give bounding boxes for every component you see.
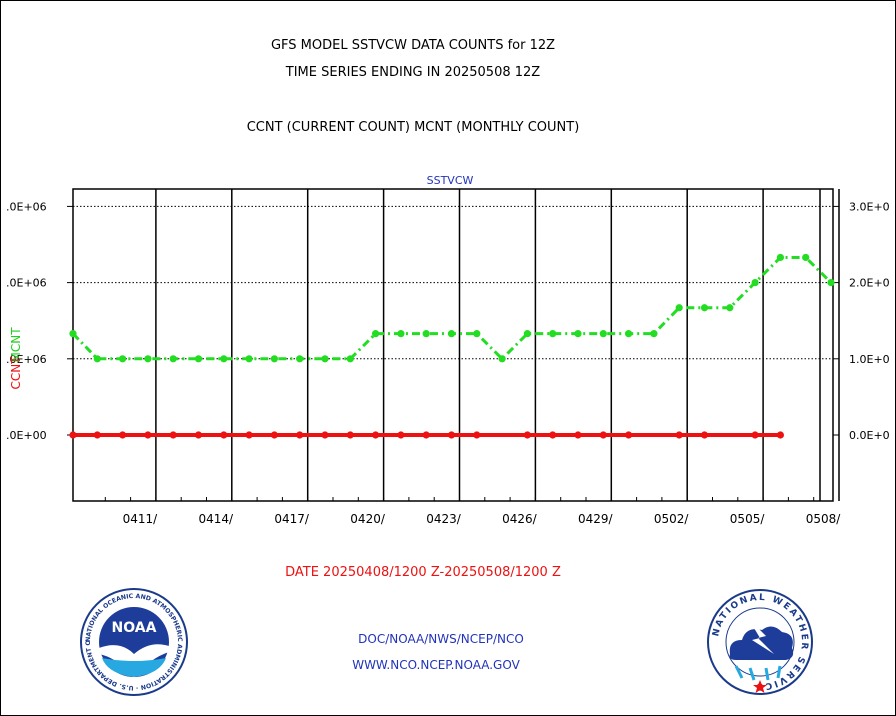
data-point-ccnt — [473, 431, 481, 439]
data-point-mcnt — [726, 304, 734, 312]
data-point-ccnt — [675, 431, 683, 439]
data-point-ccnt — [69, 431, 77, 439]
data-point-ccnt — [625, 431, 633, 439]
data-point-ccnt — [296, 431, 304, 439]
data-point-mcnt — [270, 355, 278, 363]
data-point-mcnt — [372, 330, 380, 338]
data-point-ccnt — [397, 431, 405, 439]
data-point-mcnt — [447, 330, 456, 338]
data-point-mcnt — [397, 330, 405, 338]
data-point-mcnt — [599, 330, 607, 338]
nws-logo: NATIONAL WEATHER SERVICE — [707, 589, 813, 695]
org-path-text: DOC/NOAA/NWS/NCEP/NCO — [358, 632, 524, 646]
x-tick-label: 0417/ — [274, 512, 310, 526]
data-point-ccnt — [169, 431, 177, 439]
data-point-mcnt — [802, 253, 810, 262]
data-point-mcnt — [169, 355, 177, 363]
x-tick-label: 0420/ — [350, 512, 386, 526]
noaa-logo: NATIONAL OCEANIC AND ATMOSPHERIC ADMINIS… — [80, 588, 188, 696]
data-point-ccnt — [194, 431, 203, 439]
data-point-ccnt — [599, 431, 607, 439]
website-text: WWW.NCO.NCEP.NOAA.GOV — [352, 658, 520, 672]
data-point-mcnt — [574, 330, 582, 338]
data-point-ccnt — [422, 431, 430, 439]
x-tick-label: 0429/ — [578, 512, 614, 526]
y-axis-label-ccnt: CCNT — [9, 356, 23, 390]
data-point-mcnt — [346, 355, 354, 363]
data-point-mcnt — [296, 355, 304, 363]
data-point-mcnt — [321, 355, 329, 363]
data-point-mcnt — [675, 304, 683, 312]
data-point-ccnt — [700, 431, 709, 439]
data-point-mcnt — [220, 355, 228, 363]
data-point-mcnt — [498, 355, 506, 363]
x-tick-label: 0414/ — [199, 512, 235, 526]
data-point-mcnt — [245, 355, 253, 363]
data-point-mcnt — [523, 330, 532, 338]
data-point-mcnt — [625, 330, 633, 338]
data-point-ccnt — [751, 431, 759, 439]
data-point-ccnt — [549, 431, 557, 439]
data-point-ccnt — [574, 431, 582, 439]
data-point-ccnt — [245, 431, 253, 439]
chart-title-line1: GFS MODEL SSTVCW DATA COUNTS for 12Z — [270, 38, 556, 53]
data-point-mcnt — [144, 355, 152, 363]
data-point-mcnt — [700, 304, 709, 312]
y-tick-label-left: .0E+06 — [6, 353, 47, 366]
plot-title: SSTVCW — [427, 174, 474, 187]
data-point-mcnt — [194, 355, 203, 363]
x-tick-label: 0411/ — [123, 512, 159, 526]
series-line-mcnt — [71, 255, 833, 361]
x-tick-label: 0423/ — [426, 512, 462, 526]
data-point-mcnt — [69, 330, 77, 338]
chart-subtitle: CCNT (CURRENT COUNT) MCNT (MONTHLY COUNT… — [246, 120, 580, 135]
data-point-ccnt — [321, 431, 329, 439]
data-point-mcnt — [119, 355, 127, 363]
data-point-mcnt — [776, 253, 785, 262]
data-point-ccnt — [372, 431, 380, 439]
y-tick-label-right: 3.0E+0 — [849, 200, 890, 213]
y-tick-label-left: .0E+06 — [6, 200, 47, 213]
y-tick-label-right: 0.0E+0 — [849, 429, 890, 442]
y-tick-label-right: 1.0E+0 — [849, 353, 890, 366]
x-tick-label: 0502/ — [654, 512, 690, 526]
data-point-mcnt — [549, 330, 557, 338]
chart-title-line2: TIME SERIES ENDING IN 20250508 12Z — [285, 65, 541, 80]
x-tick-label: 0508/ — [806, 512, 842, 526]
data-point-mcnt — [93, 355, 101, 363]
data-point-ccnt — [523, 431, 532, 439]
x-tick-label: 0426/ — [502, 512, 538, 526]
data-point-ccnt — [220, 431, 228, 439]
data-point-ccnt — [270, 431, 278, 439]
date-range-label: DATE 20250408/1200 Z-20250508/1200 Z — [285, 565, 561, 580]
data-point-ccnt — [93, 431, 101, 439]
svg-text:NOAA: NOAA — [112, 620, 157, 636]
x-tick-label: 0505/ — [730, 512, 766, 526]
data-point-ccnt — [144, 431, 152, 439]
data-point-ccnt — [346, 431, 354, 439]
data-point-ccnt — [776, 431, 785, 439]
data-point-mcnt — [827, 279, 835, 287]
data-point-mcnt — [650, 330, 658, 338]
y-tick-label-left: .0E+00 — [6, 429, 47, 442]
y-tick-label-right: 2.0E+0 — [849, 277, 890, 290]
y-tick-label-left: .0E+06 — [6, 277, 47, 290]
data-point-ccnt — [119, 431, 127, 439]
data-point-ccnt — [447, 431, 456, 439]
data-point-mcnt — [473, 330, 481, 338]
data-point-mcnt — [422, 330, 430, 338]
y-axis-label-mcnt: MCNT — [9, 327, 23, 363]
plot-area — [72, 188, 834, 502]
data-point-mcnt — [751, 279, 759, 287]
